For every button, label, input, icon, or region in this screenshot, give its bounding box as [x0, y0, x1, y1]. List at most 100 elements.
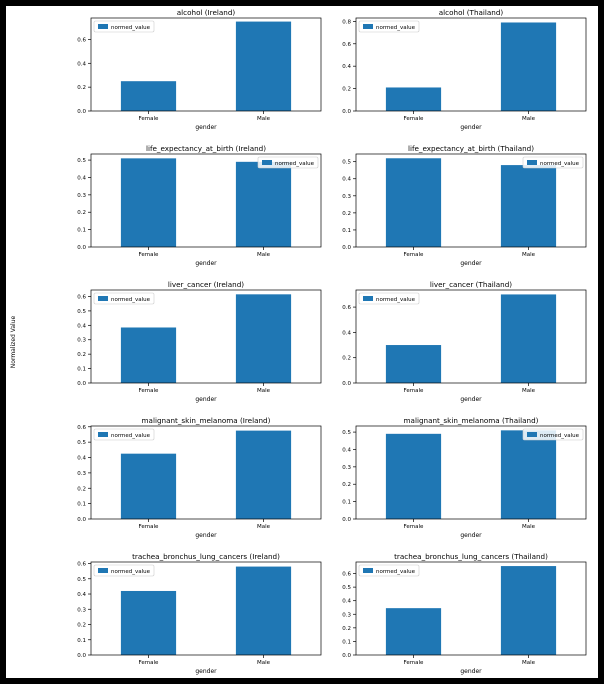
y-tick-label: 0.4	[342, 447, 351, 453]
plot-area	[90, 153, 322, 248]
y-tick-label: 0.6	[77, 37, 86, 43]
y-tick-label: 0.2	[342, 482, 351, 488]
x-tick-label: Female	[404, 524, 425, 530]
x-tick-label: Female	[404, 252, 425, 258]
x-tick-label: Male	[257, 252, 271, 258]
y-tick-label: 0.4	[77, 592, 86, 598]
x-axis-label: gender	[195, 668, 217, 675]
y-tick-label: 0.5	[342, 160, 351, 166]
y-tick-label: 0.0	[342, 381, 351, 387]
y-tick-label: 0.4	[77, 175, 86, 181]
legend-swatch	[363, 568, 373, 573]
chart-panel-5: liver_cancer (Ireland) 0.0 0.1 0.2 0.3 0.4 0.5…	[77, 280, 322, 403]
chart-panel-3: life_expectancy_at_birth (Ireland) 0.0 0.1…	[77, 144, 322, 267]
y-tick-label: 0.0	[77, 245, 86, 251]
legend-label: normed_value	[111, 25, 151, 31]
bar-female	[385, 433, 442, 519]
chart-panel-6: liver_cancer (Thailand) 0.0 0.2 0.4 0.6 Femal…	[342, 280, 587, 403]
legend-box	[93, 564, 155, 577]
bar-male	[235, 161, 292, 247]
bar-male	[500, 165, 557, 247]
bar-female	[120, 590, 177, 655]
chart-panel-1: alcohol (Ireland) 0.0 0.2 0.4 0.6 Female Male g…	[77, 8, 322, 131]
x-tick-label: Male	[257, 660, 271, 666]
y-tick-label: 0.4	[77, 61, 86, 67]
y-tick-label: 0.0	[342, 653, 351, 659]
x-tick-label: Female	[139, 252, 160, 258]
legend: normed_value	[93, 292, 155, 305]
legend-box	[522, 156, 584, 169]
x-axis-label: gender	[460, 532, 482, 539]
y-tick-label: 0.0	[342, 517, 351, 523]
x-axis-label: gender	[195, 260, 217, 267]
chart-title: life_expectancy_at_birth (Thailand)	[408, 144, 534, 153]
y-tick-label: 0.0	[77, 381, 86, 387]
legend-swatch	[527, 160, 537, 165]
figure-canvas: Normalized Value alcohol (Ireland) 0.0 0.2…	[10, 8, 587, 675]
x-tick-label: Female	[139, 660, 160, 666]
legend-label: normed_value	[376, 569, 416, 575]
legend-swatch	[98, 296, 108, 301]
x-tick-label: Female	[139, 388, 160, 394]
legend-swatch	[363, 24, 373, 29]
plot-area	[355, 289, 587, 384]
y-tick-label: 0.4	[77, 323, 86, 329]
chart-title: life_expectancy_at_birth (Ireland)	[146, 144, 266, 153]
y-tick-label: 0.6	[77, 294, 86, 300]
chart-title: trachea_bronchus_lung_cancers (Thailand)	[394, 552, 548, 561]
legend-swatch	[262, 160, 272, 165]
chart-title: liver_cancer (Ireland)	[168, 280, 244, 289]
bar-male	[235, 430, 292, 519]
bar-male	[500, 22, 557, 112]
bar-male	[500, 566, 557, 655]
y-tick-label: 0.1	[342, 500, 351, 506]
bar-male	[500, 294, 557, 383]
bar-female	[120, 158, 177, 247]
x-axis-label: gender	[460, 260, 482, 267]
y-tick-label: 0.6	[342, 572, 351, 578]
y-tick-label: 0.3	[342, 612, 351, 618]
y-tick-label: 0.6	[77, 425, 86, 431]
y-tick-label: 0.0	[342, 245, 351, 251]
y-tick-label: 0.1	[77, 228, 86, 234]
x-tick-label: Male	[522, 252, 536, 258]
chart-panel-9: trachea_bronchus_lung_cancers (Ireland) 0…	[77, 552, 322, 675]
y-tick-label: 0.5	[342, 585, 351, 591]
chart-panel-2: alcohol (Thailand) 0.0 0.2 0.4 0.6 0.8 Female M…	[342, 8, 587, 131]
y-tick-label: 0.2	[77, 486, 86, 492]
y-tick-label: 0.4	[342, 599, 351, 605]
y-tick-label: 0.0	[77, 109, 86, 115]
y-tick-label: 0.4	[342, 330, 351, 336]
bar-female	[385, 608, 442, 655]
y-tick-label: 0.1	[342, 228, 351, 234]
y-tick-label: 0.1	[77, 367, 86, 373]
x-axis-label: gender	[195, 396, 217, 403]
x-axis-label: gender	[460, 124, 482, 131]
bar-female	[385, 158, 442, 247]
chart-panel-7: malignant_skin_melanoma (Ireland) 0.0 0.1 0…	[77, 416, 322, 539]
legend-label: normed_value	[275, 161, 315, 167]
y-tick-label: 0.2	[77, 210, 86, 216]
x-axis-label: gender	[195, 124, 217, 131]
x-tick-label: Female	[404, 116, 425, 122]
chart-title: trachea_bronchus_lung_cancers (Ireland)	[132, 552, 280, 561]
y-tick-label: 0.3	[77, 607, 86, 613]
y-tick-label: 0.0	[342, 109, 351, 115]
figure-y-label: Normalized Value	[10, 315, 17, 368]
y-tick-label: 0.2	[342, 626, 351, 632]
y-tick-label: 0.3	[77, 193, 86, 199]
legend: normed_value	[93, 20, 155, 33]
chart-title: malignant_skin_melanoma (Thailand)	[404, 416, 539, 425]
bar-female	[385, 87, 442, 111]
x-axis-label: gender	[460, 668, 482, 675]
y-tick-label: 0.5	[77, 577, 86, 583]
legend: normed_value	[93, 428, 155, 441]
y-tick-label: 0.6	[342, 305, 351, 311]
y-tick-label: 0.2	[77, 623, 86, 629]
bar-male	[235, 294, 292, 383]
x-tick-label: Male	[522, 116, 536, 122]
x-axis-label: gender	[460, 396, 482, 403]
bar-male	[500, 430, 557, 519]
x-tick-label: Male	[522, 660, 536, 666]
x-tick-label: Male	[257, 524, 271, 530]
